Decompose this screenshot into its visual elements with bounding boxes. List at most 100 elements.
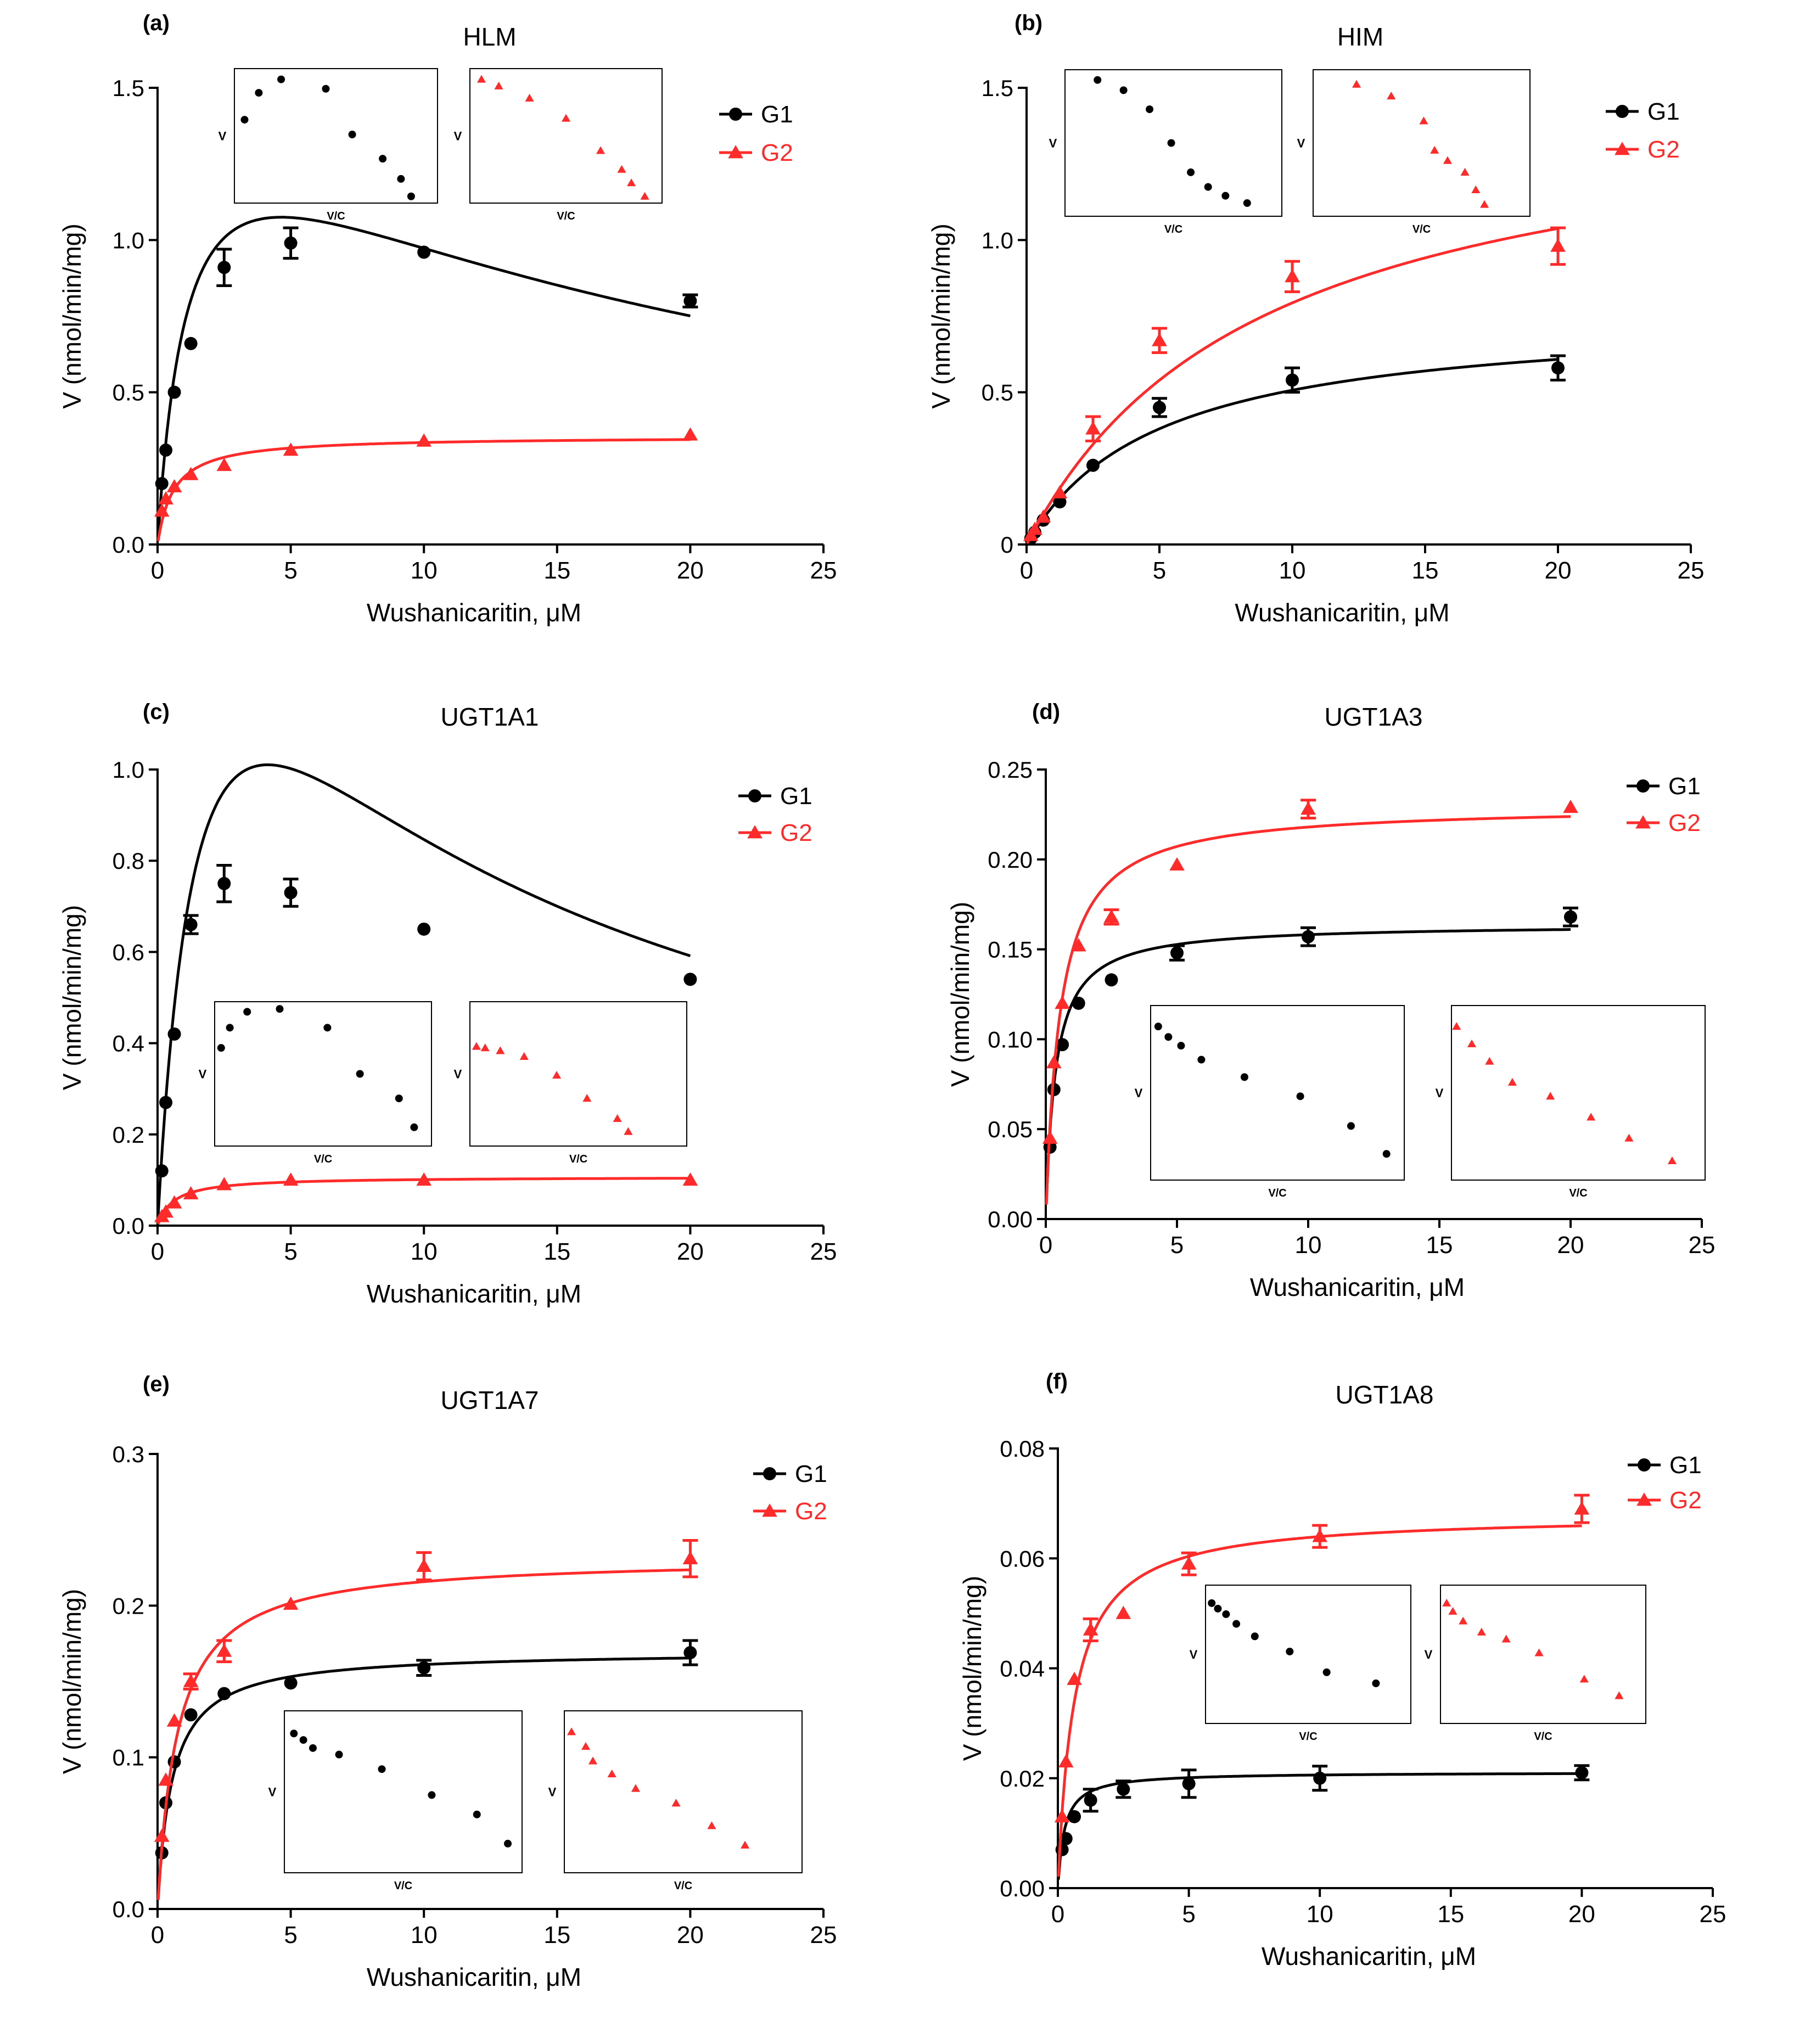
data-point xyxy=(1070,938,1086,952)
inset-point xyxy=(226,1024,234,1032)
legend-entry-G2: G2 xyxy=(719,139,793,166)
data-point xyxy=(1564,910,1577,924)
data-point xyxy=(167,1027,181,1041)
data-point xyxy=(1084,1793,1097,1807)
inset-point xyxy=(1507,1077,1517,1086)
inset-y-label: V xyxy=(218,130,227,143)
y-tick-label: 0.02 xyxy=(1000,1766,1045,1792)
inset-2: V/C V xyxy=(1436,1005,1706,1199)
data-point xyxy=(1035,509,1051,523)
inset-point xyxy=(631,1784,640,1792)
inset-point xyxy=(1452,1022,1461,1030)
data-point xyxy=(1067,1671,1082,1685)
x-tick-label: 25 xyxy=(810,1922,837,1948)
data-point xyxy=(1117,1782,1130,1796)
data-point xyxy=(1083,1622,1098,1636)
chart-panel-1: (a) HLM 0 5 10 15 20 25 0.0 0.5 1.0 1.5 Wushanicarit… xyxy=(58,11,837,627)
inset-y-label: V xyxy=(268,1785,277,1799)
x-tick-label: 0 xyxy=(151,557,164,584)
data-point xyxy=(1170,946,1184,960)
inset-frame xyxy=(214,1001,432,1147)
chart-panel-3: (c) UGT1A1 0 5 10 15 20 25 0.0 0.2 0.4 0.6 0.8 1.0 Wus… xyxy=(58,700,837,1308)
x-tick-label: 25 xyxy=(1689,1232,1716,1259)
inset-point xyxy=(552,1071,562,1079)
data-point xyxy=(1152,333,1167,346)
inset-point xyxy=(1352,80,1361,88)
inset-1: V/C V xyxy=(1049,69,1282,235)
y-tick-label: 0.00 xyxy=(988,1206,1033,1232)
data-point xyxy=(1056,1038,1069,1052)
inset-2: V/C V xyxy=(1425,1585,1646,1743)
inset-point xyxy=(1251,1632,1259,1641)
legend-marker xyxy=(762,1503,777,1517)
data-point xyxy=(284,236,298,250)
inset-point xyxy=(707,1821,716,1829)
x-tick-label: 15 xyxy=(1437,1901,1464,1928)
data-point xyxy=(283,442,299,456)
y-tick-label: 0.5 xyxy=(982,380,1013,406)
inset-point xyxy=(1119,86,1128,94)
inset-y-label: V xyxy=(454,130,462,143)
data-point xyxy=(216,1177,232,1191)
fit-curve xyxy=(1025,227,1559,544)
y-tick-label: 1.0 xyxy=(982,227,1013,253)
fit-curve xyxy=(156,1568,691,1900)
y-tick-label: 0.8 xyxy=(113,848,144,874)
inset-1: V/C V xyxy=(1190,1585,1411,1743)
data-point xyxy=(1072,996,1085,1010)
x-tick-label: 10 xyxy=(411,1922,438,1948)
data-point xyxy=(417,922,431,936)
data-point xyxy=(167,1755,181,1768)
inset-point xyxy=(322,85,330,93)
y-tick-label: 0.5 xyxy=(113,380,144,406)
data-point xyxy=(1574,1501,1590,1515)
inset-x-label: V/C xyxy=(1299,1731,1317,1743)
inset-point xyxy=(1534,1648,1544,1656)
data-point xyxy=(1105,973,1118,987)
data-point xyxy=(1181,1556,1197,1570)
data-point xyxy=(1285,269,1300,283)
inset-point xyxy=(356,1070,364,1078)
x-tick-label: 10 xyxy=(411,1238,438,1265)
legend-label: G1 xyxy=(1669,1452,1702,1479)
data-point xyxy=(1313,1771,1327,1785)
data-point xyxy=(167,385,181,399)
inset-point xyxy=(1667,1156,1677,1165)
chart-panel-2: (b) HIM 0 5 10 15 20 25 0 0.5 1.0 1.5 Wushanicaritin… xyxy=(927,11,1704,627)
series-G1 xyxy=(1043,906,1578,1204)
fit-curve xyxy=(156,763,691,1216)
inset-point xyxy=(1243,199,1251,207)
inset-point xyxy=(472,1042,481,1050)
legend-label: G1 xyxy=(780,783,812,810)
inset-point xyxy=(1443,156,1452,164)
legend-marker xyxy=(747,825,763,839)
inset-point xyxy=(1460,167,1470,176)
inset-point xyxy=(1221,192,1230,200)
inset-point xyxy=(1546,1092,1555,1100)
chart-title: UGT1A8 xyxy=(1336,1380,1434,1409)
x-tick-label: 15 xyxy=(543,1922,570,1948)
data-point xyxy=(284,886,298,900)
inset-point xyxy=(596,146,606,154)
inset-y-label: V xyxy=(454,1068,462,1081)
fit-curve xyxy=(1045,815,1571,1205)
x-tick-label: 25 xyxy=(1678,557,1705,584)
legend-marker xyxy=(1615,142,1630,155)
inset-point xyxy=(1480,200,1489,208)
inset-point xyxy=(480,1043,490,1052)
inset-point xyxy=(1322,1668,1331,1676)
inset-point xyxy=(1467,1039,1477,1047)
data-point xyxy=(417,1661,431,1675)
inset-point xyxy=(1442,1598,1451,1607)
inset-point xyxy=(217,1044,225,1052)
inset-point xyxy=(299,1736,307,1744)
inset-point xyxy=(410,1123,418,1131)
inset-point xyxy=(561,114,571,122)
legend-marker xyxy=(748,789,761,802)
x-axis-label: Wushanicaritin, μM xyxy=(367,1279,581,1308)
data-point xyxy=(1301,801,1316,815)
data-point xyxy=(158,1204,173,1218)
y-tick-label: 0.05 xyxy=(988,1116,1033,1142)
inset-point xyxy=(494,81,503,89)
data-point xyxy=(1052,485,1068,499)
